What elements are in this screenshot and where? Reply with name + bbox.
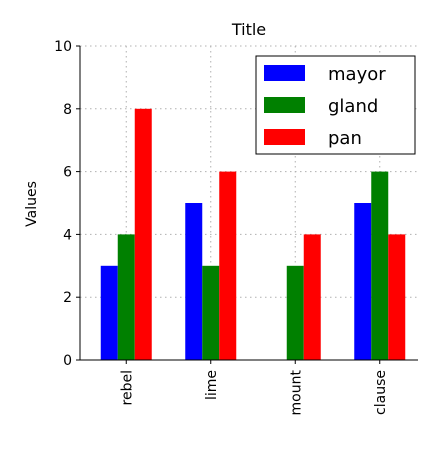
legend-label-gland: gland	[328, 96, 378, 117]
y-tick-label: 0	[63, 353, 72, 369]
legend: mayor gland pan	[255, 55, 416, 155]
legend-label-mayor: mayor	[328, 64, 386, 85]
ticks-layer: 0 2 4 6 8 10 rebel lime mount clause	[54, 39, 389, 415]
y-tick-label: 6	[63, 165, 72, 181]
x-tick-label: lime	[204, 370, 220, 400]
x-tick-label: mount	[288, 370, 304, 416]
y-tick-label: 4	[63, 227, 72, 243]
bars-layer	[100, 108, 406, 360]
legend-swatch-gland	[264, 97, 305, 113]
bar-pan-mount	[303, 234, 321, 360]
y-tick-label: 10	[54, 39, 72, 55]
y-tick-label: 8	[63, 102, 72, 118]
bar-pan-clause	[388, 234, 406, 360]
y-tick-label: 2	[63, 290, 72, 306]
x-tick-label: clause	[373, 370, 389, 415]
bar-mayor-lime	[185, 203, 203, 360]
bar-gland-rebel	[117, 234, 135, 360]
bar-pan-lime	[219, 171, 237, 360]
bar-pan-rebel	[134, 108, 152, 360]
chart-title: Title	[231, 20, 266, 39]
legend-swatch-mayor	[264, 65, 305, 81]
bar-gland-lime	[202, 265, 220, 360]
bar-gland-clause	[371, 171, 389, 360]
legend-label-pan: pan	[328, 128, 362, 149]
bar-gland-mount	[286, 265, 304, 360]
x-tick-label: rebel	[119, 370, 135, 405]
axes-layer	[79, 46, 418, 361]
y-axis-label: Values	[24, 181, 40, 227]
bar-mayor-rebel	[100, 265, 118, 360]
legend-swatch-pan	[264, 129, 305, 145]
bar-mayor-clause	[354, 203, 372, 360]
